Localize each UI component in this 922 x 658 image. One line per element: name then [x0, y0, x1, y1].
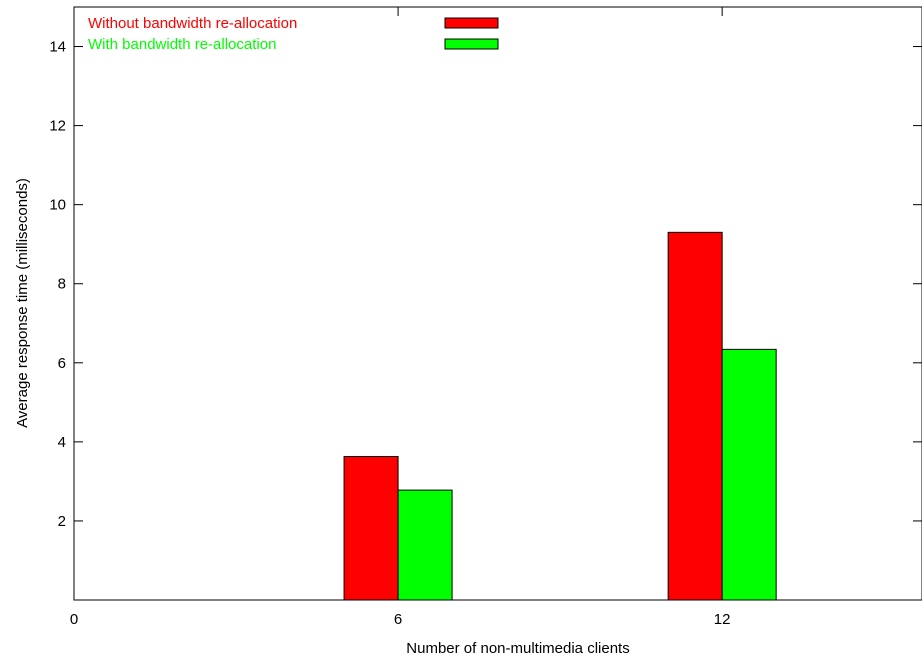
y-tick-label: 6 [58, 355, 66, 372]
bar-without-realloc-6 [343, 455, 399, 601]
legend-swatch [444, 17, 499, 29]
bar-with-realloc-12 [721, 348, 777, 601]
y-tick-label: 2 [58, 513, 66, 530]
legend: Without bandwidth re-allocation With band… [88, 15, 499, 53]
y-axis-ticks: 2 4 6 8 10 12 14 [49, 39, 922, 530]
legend-label: Without bandwidth re-allocation [88, 15, 297, 32]
bar-without-realloc-12 [667, 231, 723, 601]
x-tick-label: 0 [70, 611, 78, 628]
x-axis-label: Number of non-multimedia clients [406, 640, 629, 657]
legend-swatch [444, 38, 499, 50]
x-tick-label: 12 [714, 611, 731, 628]
plot-frame [73, 6, 922, 601]
x-tick-label: 6 [394, 611, 402, 628]
legend-label: With bandwidth re-allocation [88, 36, 276, 53]
bars [343, 231, 777, 601]
y-tick-label: 8 [58, 276, 66, 293]
y-tick-label: 12 [49, 118, 66, 135]
y-tick-label: 10 [49, 197, 66, 214]
bar-with-realloc-6 [397, 489, 453, 601]
y-tick-label: 4 [58, 434, 66, 451]
y-axis-label: Average response time (milliseconds) [14, 178, 31, 428]
y-tick-label: 14 [49, 39, 66, 56]
